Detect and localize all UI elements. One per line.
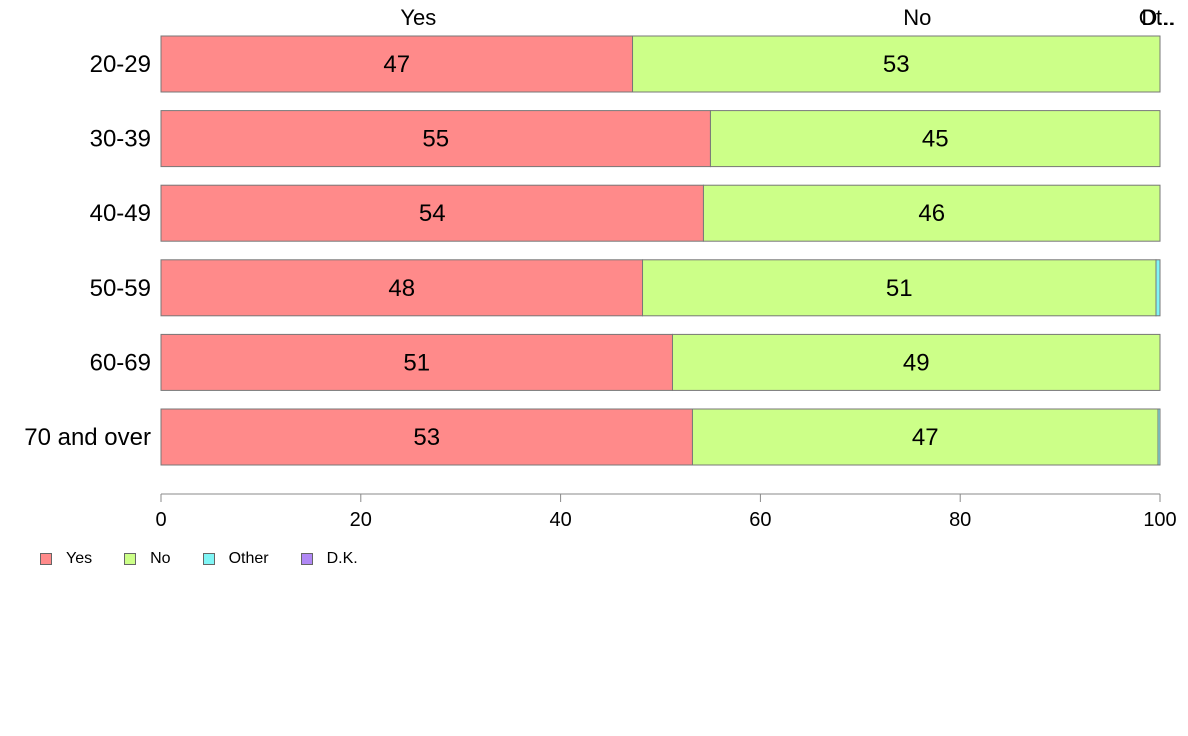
category-label: 30-39 (90, 126, 151, 153)
bar-segment-yes (160, 110, 711, 168)
data-label: 54 (419, 200, 446, 227)
category-label: 70 and over (24, 424, 151, 451)
bar-row-40-49: 54 46 (160, 184, 1161, 242)
column-header-yes: Yes (400, 5, 436, 30)
x-axis: 0 20 40 60 80 100 (155, 493, 1177, 531)
legend-swatch (300, 553, 313, 565)
data-label: 48 (388, 275, 415, 302)
bar-segment-other (1155, 259, 1161, 317)
category-label: 20-29 (90, 51, 151, 78)
x-tick-label: 20 (350, 509, 372, 531)
legend-label: D.K. (326, 550, 358, 567)
bar-row-30-39: 55 45 (160, 110, 1161, 168)
data-label: 49 (903, 349, 930, 376)
bar-rows: 47 53 55 45 54 46 48 51 51 49 53 47 (160, 35, 1161, 466)
bar-segment-no (709, 110, 1161, 168)
data-label: 47 (912, 424, 939, 451)
bar-segment-yes (160, 408, 693, 466)
legend: Yes No Other D.K. (40, 550, 390, 568)
legend-label: Other (228, 550, 269, 567)
legend-item-yes: Yes (40, 550, 92, 568)
data-label: 55 (422, 126, 449, 153)
bar-row-70-and-over: 53 47 (160, 408, 1161, 466)
x-tick-label: 0 (155, 509, 166, 531)
data-label: 45 (922, 126, 949, 153)
bar-segment-no (702, 184, 1161, 242)
data-label: 47 (383, 51, 410, 78)
legend-label: Yes (66, 550, 93, 567)
legend-swatch (124, 553, 137, 565)
column-header-no: No (903, 5, 931, 30)
data-label: 46 (918, 200, 945, 227)
column-header-d-: D... (1141, 5, 1175, 30)
bar-segment-yes (160, 184, 704, 242)
bar-segment-yes (160, 259, 644, 317)
x-tick-label: 60 (749, 509, 771, 531)
category-label: 60-69 (90, 349, 151, 376)
data-label: 53 (883, 51, 910, 78)
category-label: 50-59 (90, 275, 151, 302)
bar-segment-no (671, 333, 1161, 391)
bar-segment-no (642, 259, 1157, 317)
x-tick-label: 100 (1143, 509, 1176, 531)
legend-swatch (40, 553, 52, 565)
bar-segment-no (691, 408, 1159, 466)
column-header-ot-: Ot.. (1139, 5, 1174, 30)
column-header-labels: Yes No Ot..D... (400, 5, 1175, 30)
legend-label: No (150, 550, 171, 567)
bar-segment-no (632, 35, 1161, 93)
x-tick-label: 80 (949, 509, 971, 531)
x-tick-label: 40 (549, 509, 571, 531)
legend-item-no: No (124, 550, 171, 568)
bar-segment-yes (160, 35, 634, 93)
bar-segment-other (1157, 408, 1161, 466)
category-labels: 20-29 30-39 40-49 50-59 60-69 70 and over (24, 51, 151, 451)
data-label: 51 (403, 349, 430, 376)
bar-row-60-69: 51 49 (160, 333, 1161, 391)
bar-row-20-29: 47 53 (160, 35, 1161, 93)
bar-segment-yes (160, 333, 673, 391)
category-label: 40-49 (90, 200, 151, 227)
data-label: 51 (886, 275, 913, 302)
bar-row-50-59: 48 51 (160, 259, 1161, 317)
legend-swatch (202, 553, 215, 565)
data-label: 53 (413, 424, 440, 451)
legend-item-other: Other (202, 550, 269, 568)
legend-item-d-k-: D.K. (300, 550, 358, 568)
